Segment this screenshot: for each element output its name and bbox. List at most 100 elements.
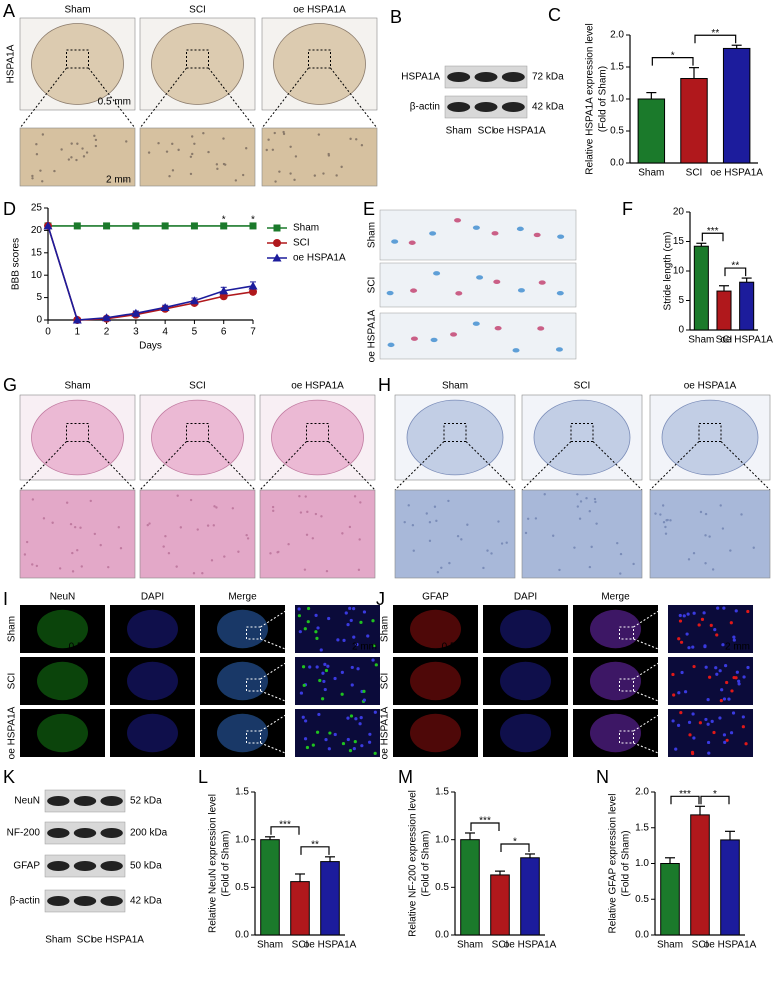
- spinal-cord: [590, 713, 641, 753]
- spinal-cord: [500, 661, 551, 701]
- blot-band: [73, 896, 97, 906]
- cell: [497, 520, 500, 523]
- zoom-guide: [139, 441, 187, 491]
- panel-letter: J: [376, 589, 385, 609]
- significance-bracket: [724, 267, 747, 277]
- cell: [349, 618, 353, 623]
- bar: [722, 47, 751, 164]
- cell: [25, 540, 29, 544]
- bar: [680, 78, 708, 164]
- footprint: [494, 325, 502, 331]
- cell: [678, 613, 682, 618]
- cell: [41, 180, 44, 183]
- cell: [709, 623, 713, 627]
- x-axis-label: Days: [139, 341, 162, 352]
- fluorescence-zoom: [668, 605, 753, 653]
- cell: [73, 525, 77, 529]
- cell: [245, 147, 248, 150]
- cell: [746, 609, 750, 614]
- row-label: SCI: [367, 277, 378, 294]
- spinal-cord: [151, 23, 244, 105]
- fluorescence-image: [200, 709, 285, 757]
- cell: [526, 517, 530, 520]
- spinal-cord: [590, 609, 641, 649]
- cell: [362, 610, 367, 614]
- cell: [289, 172, 292, 175]
- cell: [216, 167, 219, 171]
- cell: [654, 512, 657, 515]
- band-size: 42 kDa: [130, 896, 162, 907]
- cell: [711, 568, 715, 571]
- cell: [94, 144, 98, 148]
- x-tick-label: oe HSPA1A: [304, 940, 357, 951]
- footprint: [556, 290, 564, 296]
- cell: [704, 534, 707, 537]
- cell: [366, 634, 370, 638]
- zoom-box: [246, 730, 261, 744]
- bar: [716, 290, 732, 331]
- cell: [89, 499, 92, 503]
- y-tick-label: 5: [678, 295, 684, 306]
- y-tick-label: 0: [678, 325, 684, 336]
- spinal-cord: [31, 399, 124, 476]
- cell: [58, 567, 62, 570]
- panel-letter: F: [622, 199, 633, 219]
- cell: [358, 538, 361, 541]
- cell: [340, 165, 343, 169]
- fluorescence-image: [483, 605, 568, 653]
- cell: [282, 130, 285, 134]
- cell: [352, 635, 356, 639]
- column-label: SCI: [189, 5, 206, 16]
- cell: [357, 568, 361, 572]
- cell: [223, 555, 226, 558]
- y-tick-label: 2.0: [610, 30, 624, 41]
- footprint: [429, 231, 437, 236]
- cell: [688, 733, 692, 737]
- cell: [691, 645, 695, 649]
- column-label: Sham: [64, 381, 90, 392]
- marker: [72, 315, 82, 324]
- zoom-guide: [19, 441, 67, 491]
- x-tick-label: 7: [250, 327, 256, 338]
- cell: [171, 169, 175, 172]
- cell: [746, 665, 750, 670]
- fluorescence-image: [393, 709, 478, 757]
- cell: [299, 511, 303, 514]
- cell: [731, 711, 736, 715]
- cell: [289, 145, 292, 149]
- bar: [290, 881, 310, 936]
- cell: [119, 547, 123, 550]
- scale-bar-label: 0.5 mm: [442, 642, 475, 653]
- zoom-guide: [19, 67, 67, 129]
- band-size: 50 kDa: [130, 861, 162, 872]
- cell: [41, 133, 45, 136]
- cell: [433, 505, 437, 508]
- cell: [322, 172, 325, 175]
- marker: [273, 224, 281, 232]
- band-size: 42 kDa: [532, 102, 564, 113]
- spinal-cord: [37, 661, 88, 701]
- zoom-guide: [633, 708, 669, 732]
- fluorescence-image: [393, 657, 478, 705]
- cell: [411, 524, 415, 527]
- cell: [712, 730, 716, 735]
- cell: [371, 619, 375, 623]
- cell: [723, 740, 727, 744]
- blot-band: [447, 102, 471, 112]
- cell: [287, 543, 290, 546]
- cell: [737, 682, 741, 686]
- zoom-guide: [139, 67, 187, 129]
- cell: [435, 519, 438, 523]
- cell: [282, 132, 286, 136]
- blot-band: [447, 72, 471, 82]
- significance-label: **: [711, 28, 719, 39]
- footprint: [386, 290, 394, 296]
- cell: [718, 669, 722, 673]
- spinal-cord: [127, 609, 178, 649]
- cell: [721, 643, 725, 647]
- x-tick-label: Sham: [638, 168, 664, 179]
- cell: [348, 748, 353, 753]
- cell: [177, 148, 180, 152]
- lane-label: SCI: [77, 935, 94, 946]
- cell: [35, 142, 38, 146]
